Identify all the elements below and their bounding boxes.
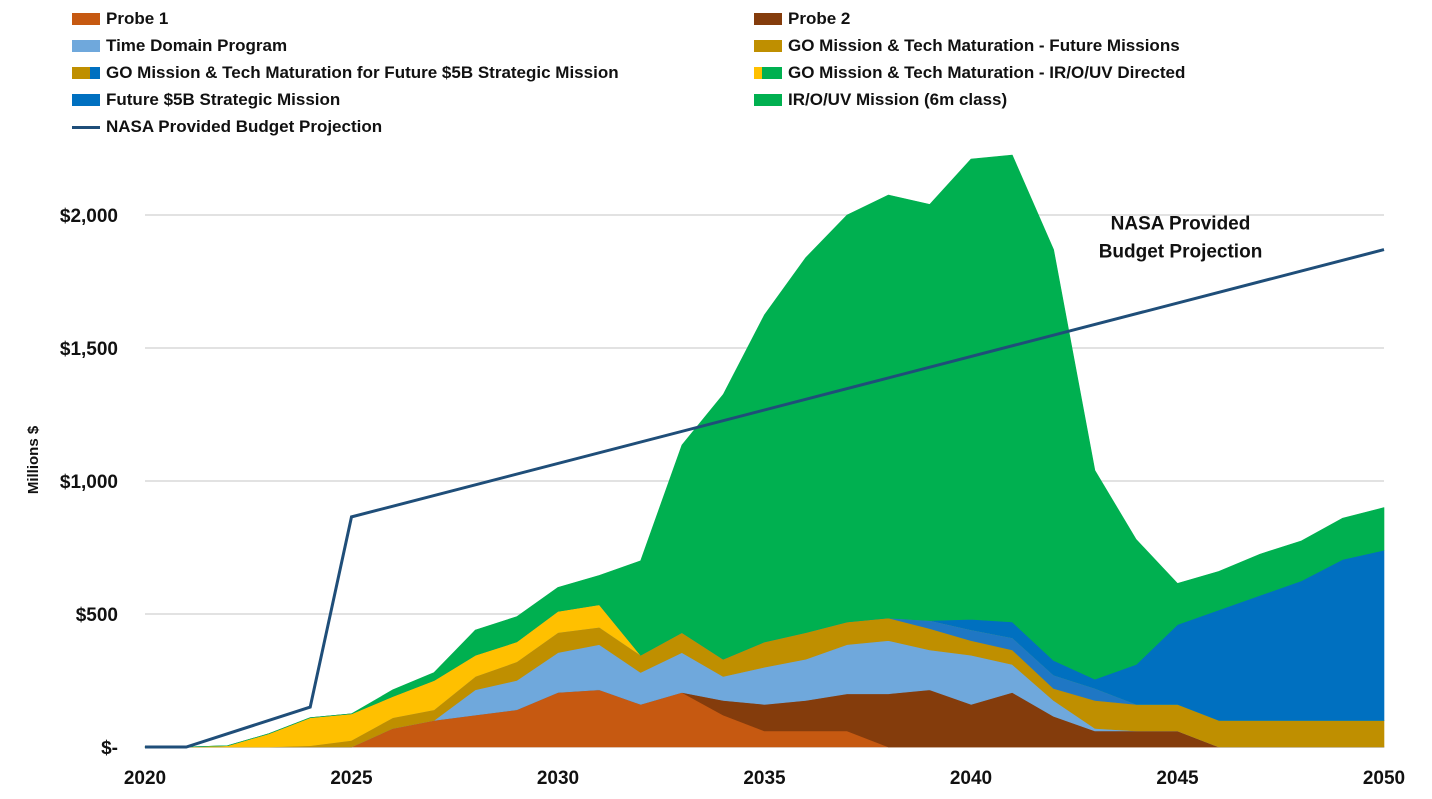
budget-projection-line <box>145 248 1385 749</box>
annotation-budget-projection: NASA Provided <box>1111 213 1251 234</box>
x-tick-label: 2050 <box>1363 768 1405 789</box>
legend-label: IR/O/UV Mission (6m class) <box>788 90 1008 109</box>
budget-line-group <box>145 248 1385 749</box>
legend-swatch <box>72 40 100 52</box>
legend-swatch <box>754 13 782 25</box>
y-tick-label: $1,000 <box>60 472 118 493</box>
y-axis-ticks: $- $500 $1,000 $1,500 $2,000 <box>60 206 118 759</box>
legend-swatch <box>754 40 782 52</box>
y-tick-label: $- <box>101 738 118 759</box>
legend-item-iruv-mission: IR/O/UV Mission (6m class) <box>754 89 1007 111</box>
annotation-budget-projection: Budget Projection <box>1099 241 1263 262</box>
legend-item-time-domain-program: Time Domain Program <box>72 35 287 57</box>
x-tick-label: 2040 <box>950 768 992 789</box>
legend: Probe 1 Probe 2 Time Domain Program GO M… <box>0 4 1432 144</box>
legend-label: NASA Provided Budget Projection <box>106 117 383 136</box>
legend-label: GO Mission & Tech Maturation for Future … <box>106 63 619 82</box>
x-tick-label: 2035 <box>743 768 786 789</box>
legend-item-go-5b-strategic: GO Mission & Tech Maturation for Future … <box>72 62 619 84</box>
x-tick-label: 2025 <box>330 768 373 789</box>
legend-item-budget-projection: NASA Provided Budget Projection <box>72 116 382 138</box>
legend-item-probe-1: Probe 1 <box>72 8 168 30</box>
legend-swatch <box>754 94 782 106</box>
legend-swatch <box>72 67 100 79</box>
legend-swatch <box>754 67 782 79</box>
x-tick-label: 2045 <box>1156 768 1199 789</box>
legend-swatch <box>72 94 100 106</box>
legend-label: GO Mission & Tech Maturation - IR/O/UV D… <box>788 63 1186 82</box>
legend-item-go-iruv-directed: GO Mission & Tech Maturation - IR/O/UV D… <box>754 62 1185 84</box>
x-axis-ticks: 2020 2025 2030 2035 2040 2045 2050 <box>124 768 1405 789</box>
legend-label: Time Domain Program <box>106 36 288 55</box>
legend-item-probe-2: Probe 2 <box>754 8 850 30</box>
legend-item-future-5b-mission: Future $5B Strategic Mission <box>72 89 340 111</box>
legend-label: GO Mission & Tech Maturation - Future Mi… <box>788 36 1180 55</box>
y-tick-label: $1,500 <box>60 339 118 360</box>
area-series-group <box>144 154 1385 748</box>
legend-label: Future $5B Strategic Mission <box>106 90 341 109</box>
legend-swatch <box>72 125 100 129</box>
y-axis-title: Millions $ <box>25 425 42 494</box>
x-tick-label: 2020 <box>124 768 166 789</box>
legend-swatch <box>72 13 100 25</box>
y-tick-label: $500 <box>76 605 118 626</box>
legend-label: Probe 2 <box>788 9 851 28</box>
annotations: NASA Provided Budget Projection <box>1099 213 1263 262</box>
x-tick-label: 2030 <box>537 768 579 789</box>
legend-item-go-future-missions: GO Mission & Tech Maturation - Future Mi… <box>754 35 1180 57</box>
y-tick-label: $2,000 <box>60 206 118 227</box>
area-ir-o-uv-mission-6m-class <box>144 154 1385 748</box>
legend-label: Probe 1 <box>106 9 169 28</box>
